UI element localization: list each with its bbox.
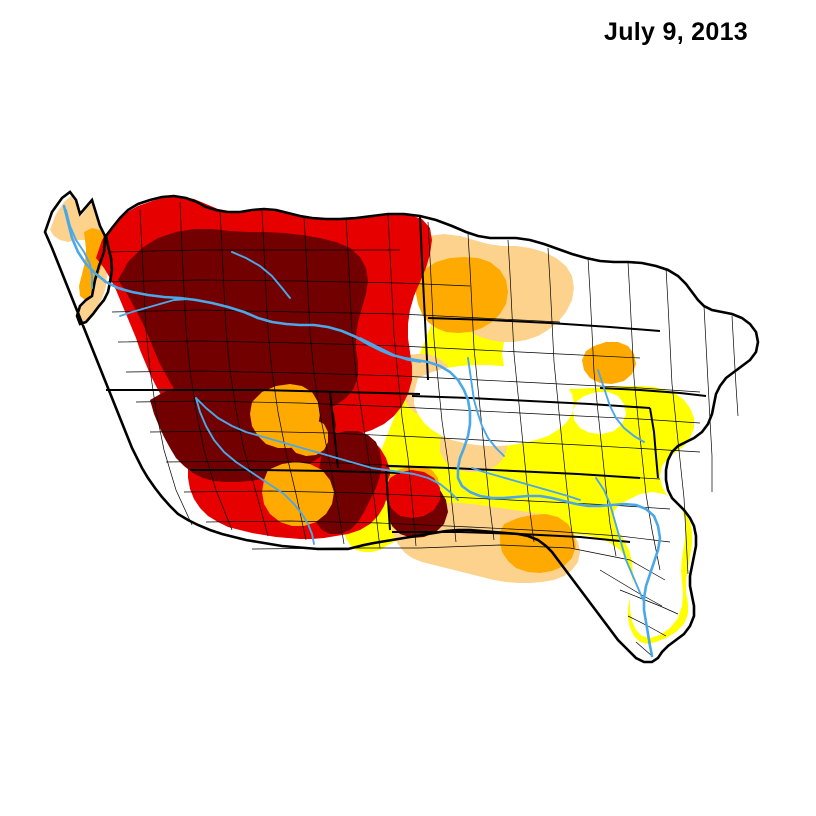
d2-region-eastern-edge (582, 342, 636, 384)
big-sioux-river (597, 369, 645, 443)
d3-overlay-kansas-sliver (385, 470, 440, 518)
missouri-river-main (62, 204, 662, 658)
platte-river (195, 397, 459, 501)
drought-layer-d0 (344, 248, 694, 644)
none-region-nebraska-iowa (414, 365, 574, 446)
none-region-kansas-east-small (573, 392, 626, 434)
basin-outline (43, 190, 760, 664)
north-platte-tributary (195, 397, 315, 545)
none-region-eastern-iowa (602, 270, 692, 341)
james-river (467, 357, 505, 457)
river-network (62, 204, 662, 658)
kansas-river (471, 467, 581, 501)
d4-region-montana-dakotas-core (118, 229, 368, 425)
county-boundaries (103, 201, 739, 657)
cheyenne-river (359, 337, 421, 363)
map-date-title: July 9, 2013 (604, 18, 748, 46)
d4-region-wyoming-west-patch (192, 432, 236, 468)
d1-region-northwest-tip (50, 196, 107, 322)
d2-region-south-dakota-north (444, 266, 504, 315)
d0-region-eastern (344, 248, 694, 644)
no-drought-layer (414, 270, 692, 638)
d2-overlay-colorado-b (262, 462, 334, 526)
missouri-basin-boundary (43, 190, 760, 664)
d2-region-sw-montana-sliver (79, 228, 106, 300)
osage-tributary (595, 477, 645, 603)
upper-missouri-headwaters (65, 209, 93, 289)
milk-river (231, 251, 291, 299)
none-region-missouri-southeast (614, 492, 686, 638)
drought-overlay-patches (250, 384, 440, 526)
yellowstone-river (119, 298, 189, 317)
